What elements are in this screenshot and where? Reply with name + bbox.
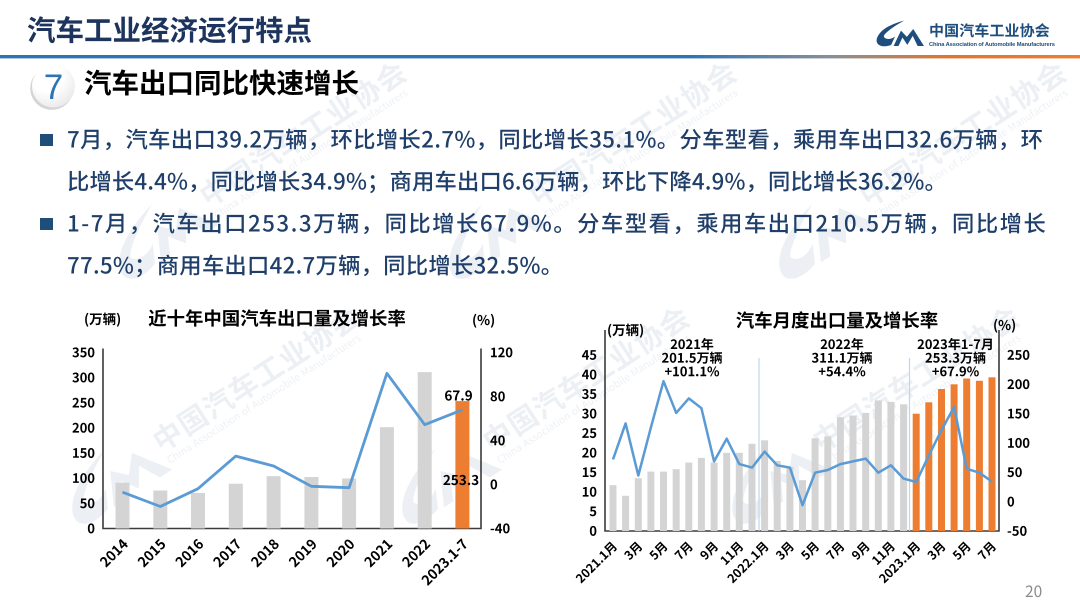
svg-text:7: 7: [44, 68, 63, 107]
svg-text:China Association of Automobil: China Association of Automobile Manufact…: [929, 42, 1055, 48]
